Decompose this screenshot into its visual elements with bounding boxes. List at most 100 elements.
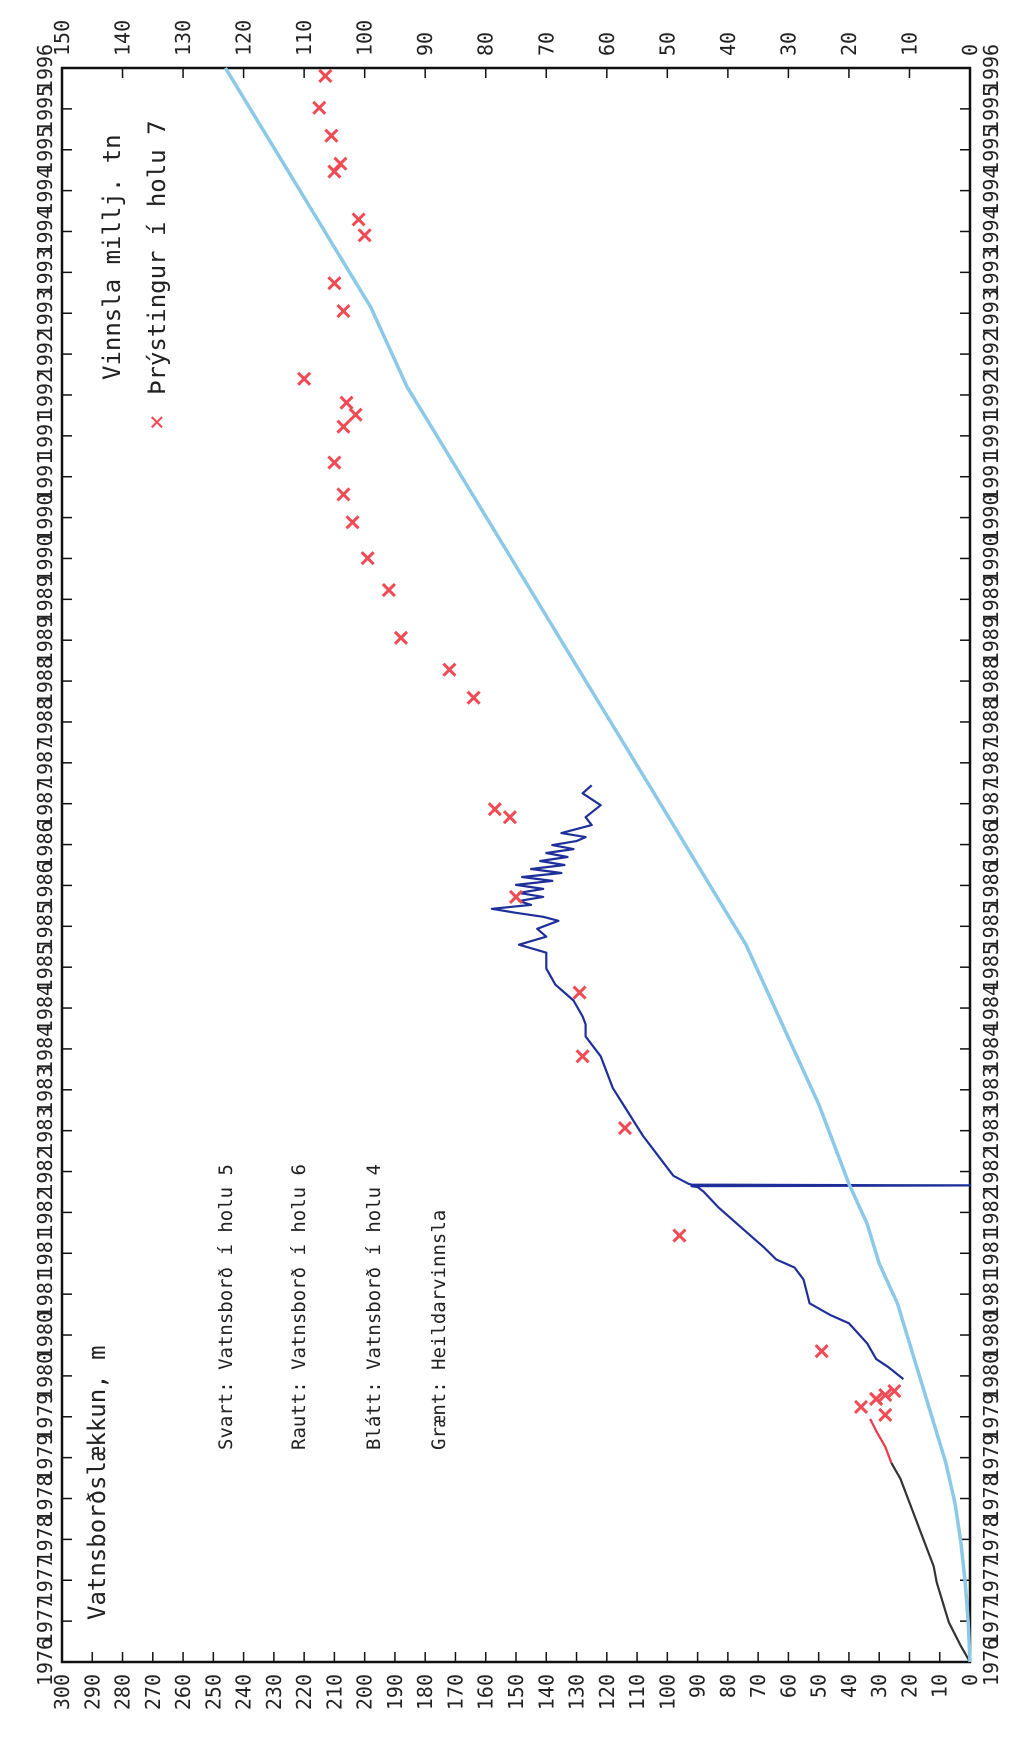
left-tick-label: 300 — [50, 1674, 74, 1710]
year-tick-label: 1984 — [33, 984, 57, 1032]
year-tick-label: 1987 — [33, 739, 57, 787]
right-axis-label: Vinnsla millj. tn — [98, 134, 126, 380]
year-tick-label: 1986 — [979, 820, 1003, 868]
point-cross-stroke — [393, 630, 409, 645]
left-tick-label: 260 — [171, 1674, 195, 1710]
left-tick-label: 140 — [534, 1674, 558, 1710]
year-tick-label: 1992 — [33, 330, 57, 378]
data-point-r-stingur-holu-7 — [442, 662, 457, 677]
year-tick-label: 1977 — [979, 1556, 1003, 1604]
data-point-r-stingur-holu-7 — [327, 276, 342, 291]
year-tick-label: 1989 — [33, 575, 57, 623]
year-tick-label: 1989 — [979, 616, 1003, 664]
point-cross-stroke — [297, 371, 312, 386]
data-point-r-stingur-holu-7 — [318, 68, 333, 84]
year-tick-label: 1978 — [33, 1474, 57, 1522]
point-cross-stroke — [878, 1407, 893, 1422]
year-tick-label: 1989 — [979, 575, 1003, 623]
year-tick-label: 1979 — [979, 1434, 1003, 1482]
year-tick-label: 1977 — [33, 1597, 57, 1645]
year-tick-label: 1977 — [33, 1556, 57, 1604]
legend-label: Þrýstingur í holu 7 — [143, 120, 171, 395]
annotation-blatt: Blátt: Vatnsborð í holu 4 — [363, 1164, 385, 1450]
year-tick-label: 1988 — [33, 657, 57, 705]
data-point-r-stingur-holu-7 — [869, 1391, 884, 1407]
year-tick-label: 1985 — [979, 943, 1003, 991]
data-point-r-stingur-holu-7 — [814, 1344, 829, 1359]
year-tick-label: 1990 — [979, 494, 1003, 542]
series-line-vatnsbor-holu-5 — [890, 1462, 971, 1663]
point-cross-stroke — [318, 68, 333, 84]
plot-frame — [60, 66, 972, 1664]
data-point-r-stingur-holu-7 — [336, 487, 351, 502]
year-tick-label: 1990 — [33, 494, 57, 542]
right-tick-label: 40 — [716, 32, 740, 56]
left-tick-label: 110 — [625, 1674, 649, 1710]
data-point-r-stingur-holu-7 — [466, 690, 481, 705]
point-cross-stroke — [853, 1399, 869, 1415]
year-tick-label: 1996 — [33, 44, 57, 92]
right-tick-label: 30 — [776, 32, 800, 56]
data-point-r-stingur-holu-7 — [360, 551, 375, 566]
year-tick-label: 1981 — [979, 1270, 1003, 1318]
point-cross-stroke — [381, 582, 396, 598]
left-tick-label: 150 — [504, 1674, 528, 1710]
right-tick-label: 90 — [413, 32, 437, 56]
data-point-r-stingur-holu-7 — [336, 304, 351, 319]
year-tick-label: 1988 — [979, 657, 1003, 705]
point-cross-stroke — [502, 810, 518, 825]
data-point-r-stingur-holu-7 — [327, 455, 342, 470]
year-tick-label: 1993 — [33, 248, 57, 296]
year-tick-label: 1990 — [979, 534, 1003, 582]
point-cross-stroke — [351, 212, 366, 227]
data-point-r-stingur-holu-7 — [351, 212, 366, 227]
year-tick-label: 1979 — [33, 1393, 57, 1441]
left-tick-label: 120 — [595, 1674, 619, 1710]
data-point-r-stingur-holu-7 — [333, 156, 348, 171]
series-layer — [223, 67, 972, 1663]
year-tick-label: 1981 — [33, 1229, 57, 1277]
data-point-r-stingur-holu-7 — [887, 1383, 902, 1399]
year-tick-label: 1985 — [33, 902, 57, 950]
point-cross-stroke — [508, 889, 524, 904]
year-tick-label: 1980 — [979, 1352, 1003, 1400]
year-tick-label: 1987 — [33, 780, 57, 828]
data-point-r-stingur-holu-7 — [312, 100, 327, 115]
year-tick-label: 1993 — [979, 248, 1003, 296]
point-cross-stroke — [336, 304, 351, 319]
year-tick-label: 1983 — [33, 1107, 57, 1155]
right-tick-label: 80 — [474, 32, 498, 56]
point-cross-stroke — [324, 128, 339, 143]
point-cross-stroke — [336, 487, 351, 502]
series-line-vatnsbor-holu-4 — [490, 784, 972, 1380]
year-tick-label: 1978 — [979, 1515, 1003, 1563]
year-tick-label: 1986 — [979, 861, 1003, 909]
left-tick-label: 90 — [686, 1674, 710, 1698]
year-tick-label: 1984 — [979, 984, 1003, 1032]
data-point-r-stingur-holu-7 — [487, 802, 502, 817]
left-tick-label: 290 — [80, 1674, 104, 1710]
year-tick-label: 1993 — [33, 289, 57, 337]
data-point-r-stingur-holu-7 — [345, 515, 360, 530]
right-tick-label: 110 — [292, 20, 316, 56]
data-point-r-stingur-holu-7 — [502, 810, 518, 825]
left-tick-label: 190 — [383, 1674, 407, 1710]
point-cross-stroke — [869, 1391, 884, 1407]
year-tick-label: 1992 — [979, 371, 1003, 419]
data-point-r-stingur-holu-7 — [878, 1407, 893, 1422]
year-tick-label: 1992 — [979, 330, 1003, 378]
point-cross-stroke — [572, 985, 587, 1000]
point-cross-stroke — [348, 407, 363, 422]
left-tick-label: 50 — [807, 1674, 831, 1698]
data-point-r-stingur-holu-7 — [393, 630, 409, 645]
year-tick-label: 1992 — [33, 371, 57, 419]
point-cross-stroke — [878, 1387, 893, 1403]
right-tick-label: 100 — [353, 20, 377, 56]
year-tick-label: 1981 — [33, 1270, 57, 1318]
series-line-vatnsbor-holu-6 — [869, 1418, 893, 1464]
point-cross-stroke — [672, 1228, 687, 1243]
year-tick-label: 1977 — [979, 1597, 1003, 1645]
annotation-rautt: Rautt: Vatnsborð í holu 6 — [288, 1164, 310, 1450]
year-tick-label: 1985 — [33, 943, 57, 991]
year-tick-label: 1991 — [33, 453, 57, 501]
